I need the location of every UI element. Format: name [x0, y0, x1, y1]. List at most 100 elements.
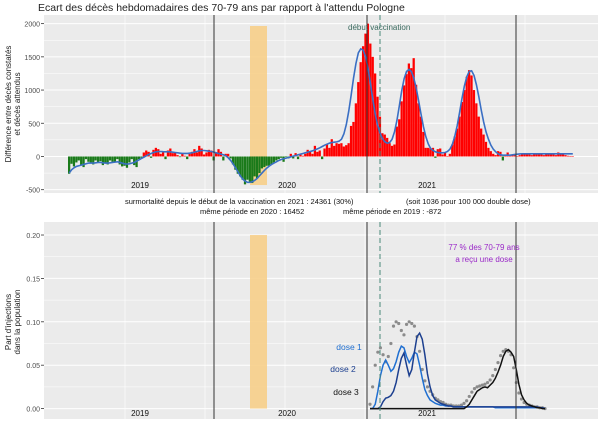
excess-death-bar — [311, 153, 314, 157]
excess-death-bar — [463, 90, 466, 157]
excess-death-bar — [205, 152, 208, 157]
excess-death-bar — [263, 156, 266, 168]
excess-death-bar — [552, 153, 555, 157]
excess-death-bar — [501, 156, 504, 161]
excess-death-bar — [125, 156, 129, 168]
excess-death-bar — [451, 144, 454, 157]
excess-death-bar — [99, 156, 102, 162]
excess-death-bar — [475, 103, 478, 157]
excess-death-bar — [494, 155, 497, 157]
dose-total-dot — [512, 366, 516, 370]
dose-total-dot — [381, 353, 385, 357]
top-y-tick-label: 0 — [36, 154, 40, 161]
dose-total-dot — [420, 367, 424, 372]
excess-death-bar — [289, 153, 292, 157]
dose-total-dot — [389, 341, 393, 346]
excess-death-bar — [306, 149, 309, 157]
excess-death-bar — [183, 155, 186, 157]
excess-death-bar — [523, 153, 526, 157]
excess-death-bar — [277, 156, 280, 160]
excess-death-bar — [270, 156, 273, 165]
dose-total-dot — [470, 390, 474, 394]
excess-death-bar — [108, 156, 112, 161]
dose-total-dot — [423, 379, 427, 383]
excess-death-bar — [159, 153, 162, 157]
excess-death-bar — [229, 156, 232, 159]
excess-death-bar — [308, 151, 312, 157]
bottom-y-tick-label: 0.00 — [26, 407, 40, 414]
excess-death-bar — [248, 156, 251, 182]
bottom-y-tick-label: 0.05 — [26, 363, 40, 370]
top-y-tick-label: -500 — [26, 188, 40, 195]
dose-total-dot — [485, 380, 490, 385]
excess-death-bar — [80, 156, 83, 166]
excess-death-bar — [318, 150, 321, 157]
excess-death-bar — [236, 156, 239, 174]
excess-death-bar — [92, 156, 95, 165]
excess-death-bar — [118, 156, 121, 165]
top-y-tick-label: 500 — [28, 121, 40, 128]
excess-death-bar — [275, 156, 278, 161]
excess-death-bar — [455, 128, 459, 157]
dose-total-dot — [517, 391, 521, 395]
dose-total-dot — [501, 349, 505, 353]
excess-death-bar — [272, 156, 276, 163]
excess-death-bar — [434, 156, 437, 158]
excess-death-bar — [559, 154, 562, 157]
excess-death-bar — [549, 153, 553, 157]
dose-total-dot — [412, 324, 417, 328]
excess-death-bar — [292, 156, 295, 159]
excess-death-bar — [304, 153, 307, 157]
dose-total-dot — [496, 360, 500, 365]
excess-death-bar — [142, 152, 145, 157]
excess-death-bar — [174, 152, 177, 157]
excess-death-bar — [137, 156, 141, 160]
excess-death-bar — [210, 150, 213, 157]
excess-death-bar — [267, 156, 271, 166]
bottom-y-axis-title: dans la population — [13, 290, 22, 355]
excess-death-bar — [470, 75, 473, 157]
excess-death-bar — [393, 144, 396, 157]
excess-death-bar — [94, 156, 97, 161]
dose-total-dot — [407, 320, 411, 324]
excess-death-bar — [149, 156, 153, 158]
excess-death-bar — [458, 116, 461, 157]
excess-death-bar — [537, 153, 541, 157]
excess-death-bar — [525, 154, 529, 157]
note-surmortality: surmortalité depuis le début de la vacci… — [125, 197, 354, 206]
excess-death-bar — [70, 156, 73, 164]
excess-death-bar — [157, 149, 160, 157]
excess-death-bar — [299, 154, 302, 157]
dose-2-label: dose 2 — [330, 364, 356, 374]
excess-death-bar — [313, 145, 317, 157]
excess-death-bar — [410, 68, 413, 157]
excess-death-bar — [321, 156, 324, 160]
excess-death-bar — [487, 147, 490, 157]
dose-total-dot — [376, 350, 380, 354]
excess-death-bar — [231, 156, 235, 165]
bottom-highlight-band — [250, 235, 267, 409]
dose-total-dot — [368, 402, 372, 406]
excess-death-bar — [227, 153, 230, 157]
excess-death-bar — [460, 102, 464, 157]
bottom-y-axis-title: Part d'injections — [4, 294, 13, 350]
excess-death-bar — [357, 82, 360, 157]
excess-death-bar — [381, 133, 384, 157]
excess-death-bar — [345, 145, 348, 157]
top-highlight-band — [250, 26, 267, 186]
bottom-y-tick-label: 0.15 — [26, 276, 40, 283]
excess-death-bar — [520, 154, 524, 157]
dose-total-dot — [386, 354, 390, 359]
bottom-year-label: 2021 — [418, 409, 436, 418]
excess-death-bar — [513, 155, 517, 157]
excess-death-bar — [82, 156, 85, 168]
dose-total-dot — [402, 333, 406, 337]
excess-death-bar — [214, 152, 218, 157]
excess-death-bar — [482, 134, 485, 157]
dose-total-dot — [519, 397, 524, 401]
excess-death-bar — [188, 153, 191, 157]
excess-death-bar — [75, 156, 78, 163]
excess-death-bar — [518, 155, 521, 157]
excess-death-bar — [405, 74, 408, 157]
excess-death-bar — [265, 156, 268, 166]
